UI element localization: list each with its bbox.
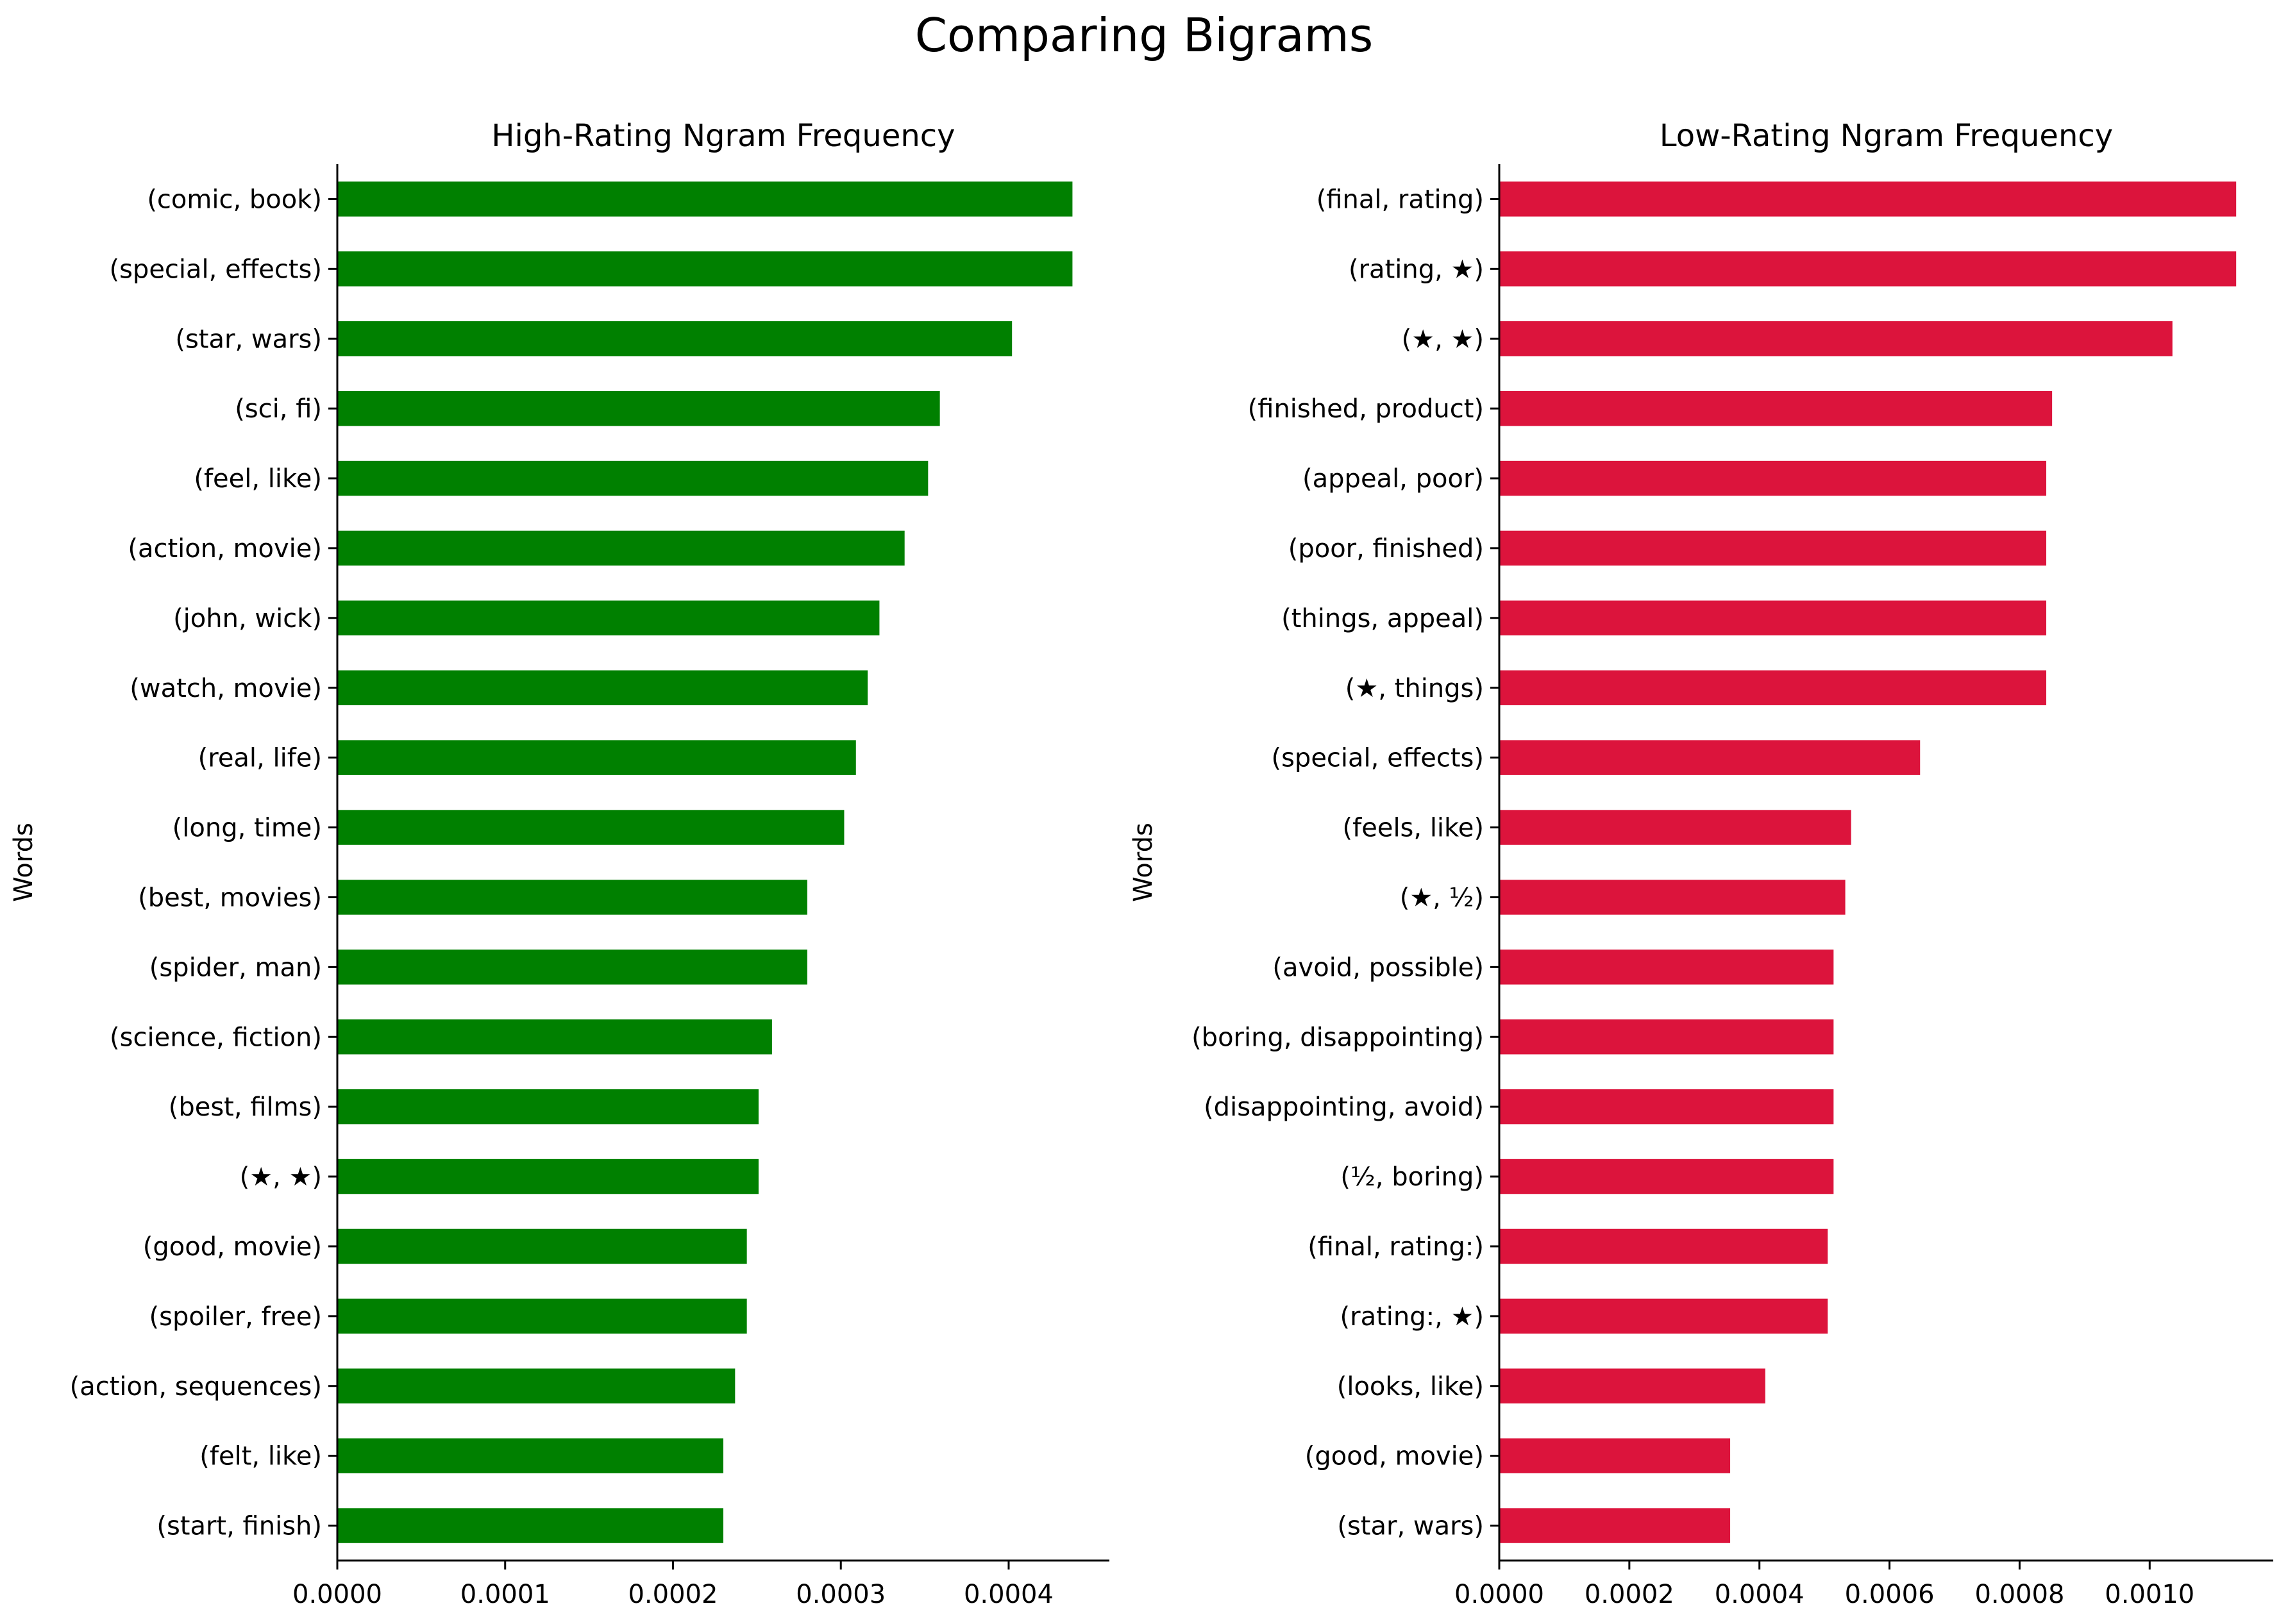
high-y-tick-label: (watch, movie) <box>130 674 322 703</box>
high-y-tick-label: (action, sequences) <box>70 1372 322 1402</box>
low-bar <box>1499 950 1834 985</box>
low-bar <box>1499 1298 1828 1334</box>
low-y-tick-label: (boring, disappointing) <box>1191 1023 1484 1052</box>
high-y-tick-label: (real, life) <box>198 744 322 773</box>
high-bar <box>337 1089 759 1125</box>
high-bar <box>337 1159 759 1194</box>
high-bar <box>337 740 856 775</box>
high-bar <box>337 251 1073 287</box>
high-y-tick-label: (good, movie) <box>143 1232 322 1262</box>
low-x-tick-label: 0.0010 <box>2105 1580 2194 1609</box>
high-y-tick-label: (john, wick) <box>173 604 322 633</box>
low-rating-chart: Low-Rating Ngram Frequency Words (final, r… <box>1129 118 2273 1609</box>
low-bar <box>1499 600 2047 636</box>
high-y-tick-label: (long, time) <box>172 814 322 843</box>
high-bar <box>337 1508 723 1543</box>
low-y-axis-label: Words <box>1129 823 1158 902</box>
low-y-tick-label: (rating:, ★) <box>1340 1302 1484 1332</box>
low-y-tick-label: (avoid, possible) <box>1272 953 1484 982</box>
low-x-tick-label: 0.0008 <box>1974 1580 2064 1609</box>
low-y-tick-label: (★, ½) <box>1400 883 1484 912</box>
low-bar <box>1499 810 1851 845</box>
low-bar <box>1499 1368 1765 1403</box>
low-y-tick-label: (looks, like) <box>1337 1372 1484 1402</box>
low-bar <box>1499 181 2237 217</box>
high-chart-title: High-Rating Ngram Frequency <box>491 118 955 154</box>
low-bar <box>1499 740 1921 775</box>
low-y-tick-label: (special, effects) <box>1271 744 1484 773</box>
high-bar <box>337 1438 723 1473</box>
high-y-tick-label: (feel, like) <box>194 464 322 494</box>
high-x-tick-label: 0.0003 <box>796 1580 886 1609</box>
high-y-tick-label: (action, movie) <box>128 534 322 564</box>
high-bar <box>337 1368 736 1403</box>
low-y-tick-label: (final, rating) <box>1316 185 1484 214</box>
low-y-tick-label: (good, movie) <box>1305 1442 1484 1471</box>
high-bar <box>337 810 845 845</box>
high-y-tick-label: (start, finish) <box>156 1512 322 1541</box>
high-y-tick-label: (star, wars) <box>175 324 322 354</box>
low-y-tick-label: (poor, finished) <box>1288 534 1484 564</box>
low-bar <box>1499 321 2173 356</box>
low-bar <box>1499 1019 1834 1055</box>
low-bar <box>1499 1508 1731 1543</box>
high-x-tick-label: 0.0002 <box>628 1580 718 1609</box>
high-y-tick-label: (science, fiction) <box>110 1023 322 1052</box>
high-bar <box>337 880 807 915</box>
low-bar <box>1499 1438 1731 1473</box>
low-y-tick-label: (star, wars) <box>1337 1512 1484 1541</box>
low-y-tick-label: (½, boring) <box>1340 1162 1484 1192</box>
high-bar <box>337 1298 747 1334</box>
high-y-tick-label: (spoiler, free) <box>149 1302 323 1332</box>
high-y-tick-label: (special, effects) <box>109 255 322 284</box>
high-rating-chart: High-Rating Ngram Frequency Words (comic, … <box>9 118 1109 1609</box>
low-y-tick-label: (appeal, poor) <box>1302 464 1484 494</box>
low-y-tick-label: (rating, ★) <box>1349 255 1484 284</box>
high-x-tick-label: 0.0004 <box>964 1580 1054 1609</box>
low-bar <box>1499 880 1846 915</box>
low-bar <box>1499 251 2237 287</box>
low-x-tick-label: 0.0002 <box>1585 1580 1674 1609</box>
high-y-tick-label: (comic, book) <box>147 185 322 214</box>
high-bar <box>337 321 1013 356</box>
figure-title: Comparing Bigrams <box>915 8 1374 62</box>
low-x-tick-label: 0.0004 <box>1715 1580 1804 1609</box>
high-x-tick-label: 0.0000 <box>292 1580 382 1609</box>
low-y-tick-label: (★, things) <box>1345 674 1484 703</box>
low-y-tick-label: (final, rating:) <box>1308 1232 1484 1262</box>
low-y-tick-label: (feels, like) <box>1343 814 1484 843</box>
low-y-tick-label: (things, appeal) <box>1281 604 1484 633</box>
high-bar <box>337 460 929 496</box>
high-bar <box>337 600 880 636</box>
high-x-tick-label: 0.0001 <box>460 1580 550 1609</box>
low-bar <box>1499 1089 1834 1125</box>
low-bar <box>1499 530 2047 566</box>
high-y-tick-label: (best, films) <box>169 1092 322 1122</box>
low-bar <box>1499 390 2053 426</box>
high-y-tick-label: (★, ★) <box>240 1162 322 1192</box>
low-x-tick-label: 0.0000 <box>1454 1580 1544 1609</box>
high-bar <box>337 181 1073 217</box>
low-x-tick-label: 0.0006 <box>1845 1580 1935 1609</box>
high-bar <box>337 1228 747 1264</box>
high-y-tick-label: (sci, fi) <box>235 394 322 424</box>
low-bar <box>1499 670 2047 705</box>
high-y-tick-label: (spider, man) <box>149 953 322 982</box>
high-bar <box>337 670 868 705</box>
high-bar <box>337 390 940 426</box>
low-bar <box>1499 1228 1828 1264</box>
high-y-tick-label: (best, movies) <box>138 883 322 912</box>
low-bar <box>1499 1159 1834 1194</box>
high-y-tick-label: (felt, like) <box>199 1442 322 1471</box>
low-y-tick-label: (finished, product) <box>1248 394 1484 424</box>
high-bar <box>337 530 905 566</box>
low-chart-title: Low-Rating Ngram Frequency <box>1660 118 2113 154</box>
high-y-axis-label: Words <box>9 823 38 902</box>
low-bar <box>1499 460 2047 496</box>
low-y-tick-label: (★, ★) <box>1402 324 1484 354</box>
high-bar <box>337 1019 772 1055</box>
low-y-tick-label: (disappointing, avoid) <box>1204 1092 1484 1122</box>
high-bar <box>337 950 807 985</box>
